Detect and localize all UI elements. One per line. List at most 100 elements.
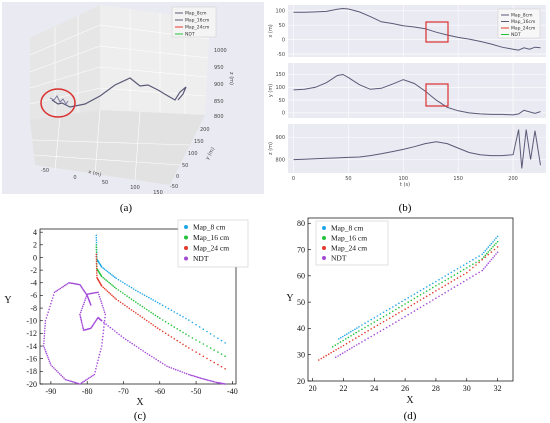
data-point-map_8-cm [220, 339, 223, 342]
data-point-ndt [80, 319, 83, 322]
data-point-ndt [116, 331, 118, 334]
data-point-ndt [450, 288, 453, 290]
data-point-map_16-cm [111, 284, 113, 286]
data-point-map_24-cm [95, 260, 98, 263]
data-point-map_24-cm [422, 297, 425, 300]
data-point-ndt [404, 315, 406, 318]
data-point-ndt [181, 371, 184, 373]
data-point-ndt [82, 381, 84, 383]
y-tick-label: -16 [26, 354, 37, 363]
data-point-ndt [57, 371, 59, 374]
data-point-ndt [80, 382, 83, 384]
data-point-ndt [370, 335, 373, 338]
data-point-map_16-cm [478, 259, 480, 262]
legend-label: Map_8cm [511, 13, 532, 19]
y-tick-label: 0 [33, 253, 37, 262]
data-point-map_24-cm [106, 290, 109, 293]
data-point-map_16-cm [191, 337, 194, 339]
data-point-map_8-cm [95, 239, 98, 241]
data-point-map_24-cm [95, 255, 98, 258]
data-point-map_8-cm [490, 242, 493, 245]
x-tick-label: 20 [309, 384, 317, 393]
data-point-map_16-cm [462, 268, 465, 271]
data-point-map_16-cm [404, 303, 406, 305]
data-point-map_8-cm [224, 342, 226, 344]
x-tick-label: 28 [432, 384, 440, 393]
data-point-map_8-cm [139, 292, 141, 294]
data-point-map_16-cm [114, 286, 116, 289]
data-point-map_16-cm [472, 263, 474, 266]
data-point-ndt [103, 319, 106, 322]
legend-marker [184, 235, 188, 240]
data-point-map_8-cm [472, 258, 474, 261]
x-tick-label: 22 [339, 384, 347, 393]
data-point-map_16-cm [489, 249, 491, 251]
x-tick-label: -40 [227, 387, 238, 396]
data-point-ndt [80, 318, 82, 321]
y-tick-label: 4 [33, 228, 37, 237]
data-point-map_16-cm [137, 302, 139, 305]
data-point-ndt [63, 284, 66, 287]
data-point-map_16-cm [152, 313, 154, 315]
data-point-map_8-cm [119, 280, 122, 282]
data-point-ndt [435, 297, 437, 300]
data-point-ndt [164, 364, 166, 366]
data-point-map_24-cm [182, 343, 184, 346]
data-point-ndt [84, 379, 87, 382]
data-point-map_24-cm [100, 285, 103, 287]
axis-ticks-3d: -50050100150200150100500-501000950900850… [41, 48, 227, 196]
data-point-map_16-cm [124, 293, 126, 296]
legend-label: Map_8 cm [193, 223, 225, 232]
data-point-map_16-cm [173, 326, 176, 328]
data-point-map_24-cm [496, 246, 499, 248]
y-tick-label: 80 [297, 219, 305, 228]
legend-label: Map_16cm [185, 18, 209, 24]
data-point-ndt [401, 317, 403, 320]
data-point-ndt [131, 342, 133, 345]
data-point-map_8-cm [447, 273, 450, 276]
x-tick-label: -50 [41, 168, 49, 174]
data-point-ndt [56, 289, 59, 292]
data-point-map_24-cm [191, 349, 194, 351]
data-point-ndt [489, 260, 491, 263]
data-point-ndt [348, 348, 351, 350]
data-point-map_24-cm [156, 327, 159, 329]
data-point-map_24-cm [320, 357, 323, 360]
data-point-map_24-cm [143, 318, 146, 320]
data-point-map_24-cm [444, 284, 447, 287]
data-point-map_8-cm [435, 280, 437, 283]
data-point-map_8-cm [111, 274, 113, 276]
data-point-ndt [86, 378, 88, 381]
data-point-map_16-cm [102, 276, 104, 279]
data-point-map_24-cm [102, 286, 104, 289]
data-point-map_8-cm [429, 284, 431, 286]
data-point-ndt [124, 338, 127, 341]
data-point-ndt [44, 319, 47, 322]
data-point-map_16-cm [217, 351, 219, 353]
data-point-map_8-cm [213, 335, 215, 337]
data-point-map_16-cm [119, 290, 122, 293]
data-point-map_8-cm [350, 330, 352, 333]
data-point-ndt [416, 308, 419, 311]
data-point-ndt [49, 362, 51, 364]
data-point-ndt [376, 332, 379, 334]
data-point-ndt [373, 333, 376, 336]
data-point-map_16-cm [395, 308, 397, 311]
data-point-ndt [97, 359, 99, 362]
data-point-map_24-cm [361, 333, 363, 336]
data-point-map_8-cm [137, 290, 139, 293]
data-point-map_24-cm [413, 302, 416, 305]
data-point-map_24-cm [95, 253, 98, 256]
data-point-map_24-cm [453, 279, 456, 281]
data-point-ndt [429, 301, 431, 303]
data-point-ndt [192, 375, 194, 377]
data-point-map_24-cm [429, 293, 431, 296]
data-point-map_16-cm [103, 278, 106, 280]
data-point-ndt [100, 302, 103, 305]
data-point-map_24-cm [330, 351, 332, 354]
data-point-map_24-cm [130, 309, 133, 311]
x-tick-label: 0 [292, 176, 295, 182]
data-point-map_8-cm [170, 309, 173, 312]
